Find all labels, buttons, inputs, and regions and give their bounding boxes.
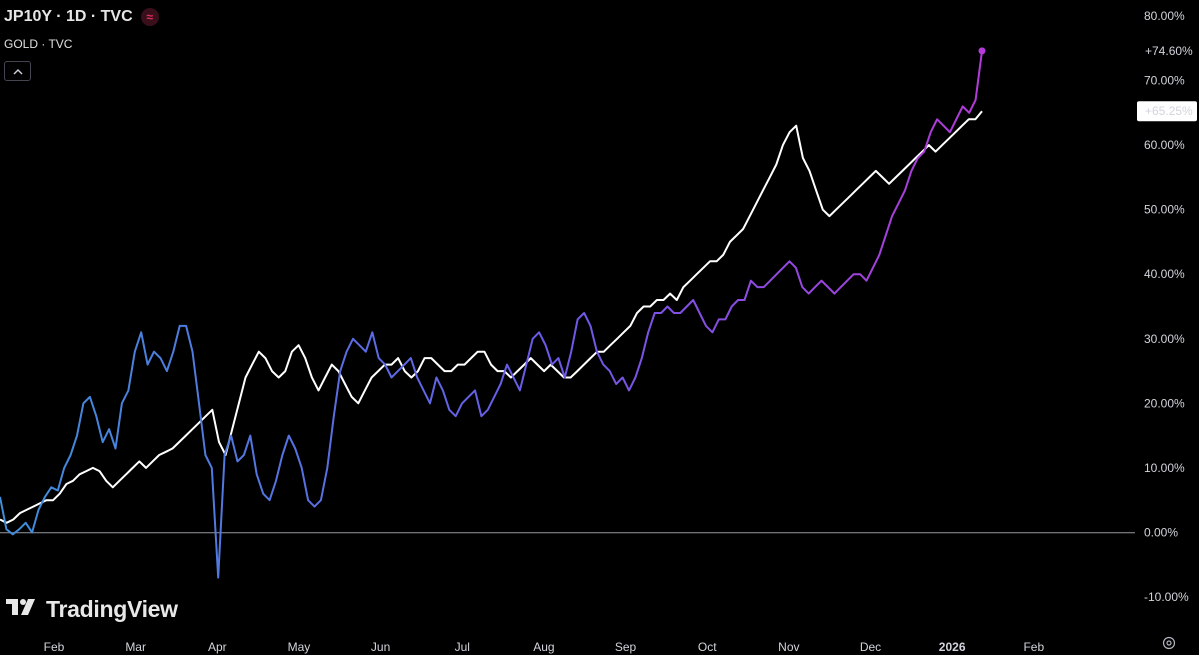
legend-compare-symbol[interactable]: GOLD · TVC — [4, 37, 72, 51]
gold-series-line[interactable] — [0, 110, 983, 524]
y-tick-label: 80.00% — [1144, 9, 1185, 23]
x-tick-label: Feb — [44, 640, 65, 654]
wave-icon: ≈ — [140, 8, 159, 26]
y-tick-label: 30.00% — [1144, 332, 1185, 346]
x-tick-label: Oct — [698, 640, 717, 654]
y-tick-label: 20.00% — [1144, 396, 1185, 410]
gold-last-value-badge — [1137, 101, 1197, 122]
jp10y-last-point — [978, 47, 986, 55]
legend-compare-title: GOLD · TVC — [4, 37, 73, 51]
y-tick-label: 0.00% — [1144, 525, 1178, 539]
chevron-up-icon — [13, 64, 23, 78]
y-tick-label: 60.00% — [1144, 138, 1185, 152]
x-tick-label: Nov — [778, 640, 799, 654]
x-tick-label: Apr — [208, 640, 227, 654]
gold-last-value-label: +65.25% — [1145, 104, 1193, 118]
y-tick-label: 10.00% — [1144, 461, 1185, 475]
y-tick-label: -10.00% — [1144, 590, 1189, 604]
gear-icon — [1162, 636, 1176, 655]
legend-main-symbol[interactable]: JP10Y · 1D · TVC ≈ — [4, 8, 159, 26]
chart-settings-button[interactable] — [1161, 636, 1177, 655]
x-tick-label: Feb — [1023, 640, 1044, 654]
x-tick-label: Sep — [615, 640, 637, 654]
legend-collapse-button[interactable] — [4, 61, 31, 81]
y-tick-label: 50.00% — [1144, 203, 1185, 217]
y-tick-label: 40.00% — [1144, 267, 1185, 281]
x-tick-label: Aug — [533, 640, 554, 654]
logo-text: TradingView — [46, 596, 178, 622]
legend-main-title: JP10Y · 1D · TVC — [4, 8, 133, 25]
tradingview-logo[interactable]: TradingView — [6, 596, 178, 623]
y-tick-label: 70.00% — [1144, 74, 1185, 88]
x-tick-label: Jul — [455, 640, 470, 654]
x-tick-label: Jun — [371, 640, 390, 654]
jp10y-last-value-label: +74.60% — [1145, 44, 1193, 58]
x-tick-label: May — [288, 640, 311, 654]
jp10y-series-line[interactable] — [0, 50, 983, 579]
x-tick-label: 2026 — [939, 640, 966, 654]
tradingview-logo-icon — [6, 596, 40, 623]
x-tick-label: Dec — [860, 640, 881, 654]
x-tick-label: Mar — [125, 640, 146, 654]
